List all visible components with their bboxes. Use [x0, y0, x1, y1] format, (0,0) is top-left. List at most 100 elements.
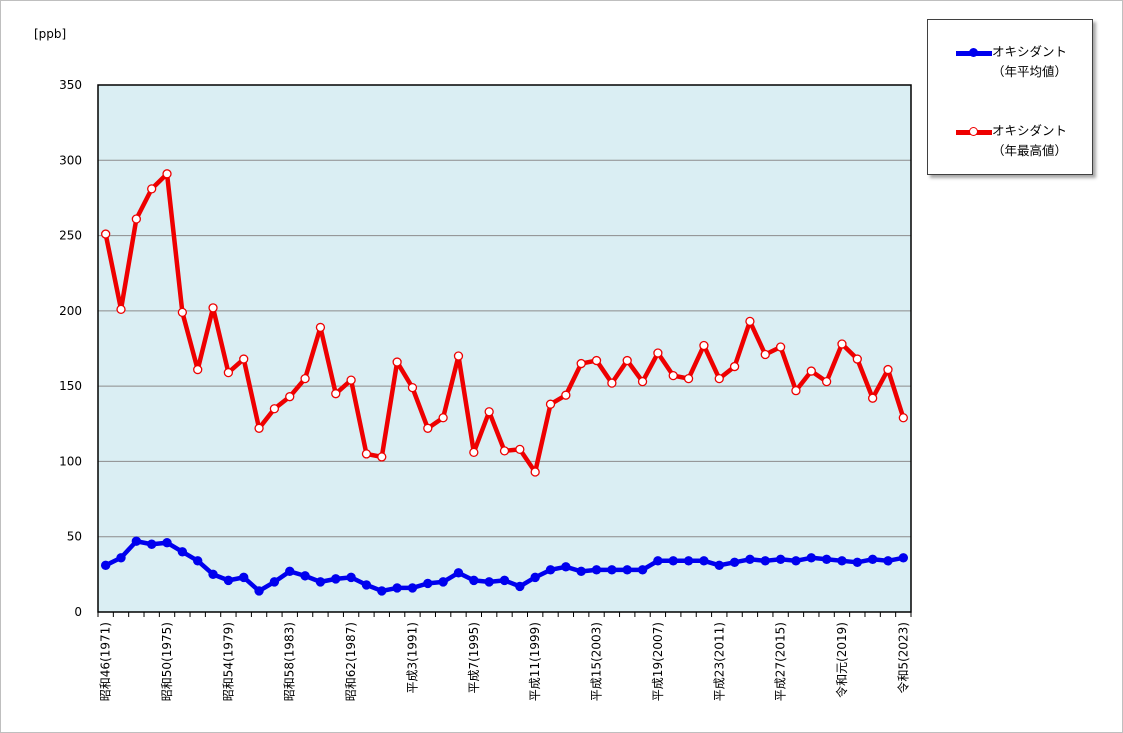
data-point-annual-average-1978 — [208, 569, 218, 580]
data-point-annual-average-1976 — [177, 547, 188, 557]
data-point-annual-max-1994 — [453, 351, 464, 361]
y-tick-label-300: 300 — [59, 153, 82, 167]
data-point-annual-average-1981 — [254, 586, 264, 596]
data-point-annual-max-1987 — [346, 375, 356, 385]
data-point-annual-average-1977 — [193, 556, 203, 566]
data-point-annual-average-1980 — [239, 572, 249, 583]
data-point-annual-average-1973 — [131, 536, 142, 546]
x-tick-label-1975: 昭和50(1975) — [160, 622, 174, 701]
data-point-annual-average-1992 — [423, 578, 433, 589]
data-point-annual-average-2009 — [683, 556, 694, 566]
data-point-annual-max-1978 — [208, 303, 218, 313]
data-point-annual-max-1980 — [239, 354, 249, 364]
data-point-annual-average-2006 — [637, 565, 648, 575]
data-point-annual-average-1971 — [100, 560, 111, 571]
data-point-annual-average-1983 — [285, 566, 295, 577]
data-point-annual-max-2023 — [898, 413, 908, 423]
data-point-annual-average-2013 — [745, 554, 755, 564]
x-tick-label-1995: 平成7(1995) — [467, 622, 481, 694]
data-point-annual-average-2018 — [821, 554, 832, 564]
data-point-annual-average-1982 — [269, 577, 280, 587]
data-point-annual-max-1996 — [484, 407, 494, 417]
data-point-annual-max-1999 — [530, 467, 540, 477]
x-tick-label-1987: 昭和62(1987) — [344, 622, 358, 701]
data-point-annual-average-2014 — [760, 556, 770, 566]
plot-border — [97, 84, 912, 613]
data-point-annual-max-1995 — [469, 447, 479, 458]
x-tick-label-2019: 令和元(2019) — [834, 622, 849, 698]
data-point-annual-average-1997 — [499, 575, 510, 586]
data-point-annual-average-2010 — [699, 556, 709, 566]
data-point-annual-average-2021 — [867, 554, 878, 564]
y-tick-label-0: 0 — [74, 605, 82, 619]
data-point-annual-max-2004 — [607, 378, 617, 388]
data-point-annual-max-1990 — [392, 357, 402, 367]
data-point-annual-average-2023 — [898, 553, 909, 563]
data-point-annual-max-2020 — [852, 354, 862, 364]
legend-label-annual-average-line2: （年平均値） — [992, 64, 1068, 79]
data-point-annual-average-1999 — [530, 572, 540, 583]
data-point-annual-average-2001 — [561, 562, 571, 572]
data-point-annual-max-2006 — [637, 376, 648, 387]
x-tick-label-1979: 昭和54(1979) — [221, 622, 235, 701]
data-point-annual-average-1991 — [407, 583, 418, 593]
y-tick-label-150: 150 — [59, 379, 82, 393]
data-point-annual-average-2002 — [576, 566, 586, 577]
data-point-annual-max-2002 — [576, 358, 586, 369]
y-tick-label-350: 350 — [59, 78, 82, 92]
data-point-annual-max-2005 — [622, 355, 632, 366]
data-point-annual-average-1995 — [469, 575, 479, 586]
data-point-annual-max-2000 — [545, 399, 556, 409]
data-point-annual-max-1991 — [407, 382, 418, 393]
plot-area — [98, 85, 911, 612]
legend-label-annual-max-line1: オキシダント — [992, 123, 1068, 138]
data-point-annual-max-2011 — [714, 373, 724, 384]
data-point-annual-max-1985 — [315, 322, 326, 333]
x-tick-label-2015: 平成27(2015) — [774, 622, 788, 701]
data-point-annual-max-2009 — [683, 373, 694, 384]
legend-marker-annual-max — [969, 127, 978, 136]
y-tick-label-250: 250 — [59, 229, 82, 243]
y-tick-label-200: 200 — [59, 304, 82, 318]
data-point-annual-average-2004 — [607, 565, 617, 575]
data-point-annual-max-1988 — [361, 449, 372, 459]
x-tick-label-1971: 昭和46(1971) — [99, 622, 113, 701]
x-tick-label-2011: 平成23(2011) — [712, 622, 726, 701]
data-point-annual-max-2017 — [806, 366, 816, 376]
data-point-annual-max-1982 — [269, 404, 280, 414]
data-point-annual-average-1988 — [361, 580, 372, 590]
data-point-annual-average-1985 — [315, 577, 326, 587]
y-tick-label-100: 100 — [59, 454, 82, 468]
data-point-annual-max-1974 — [147, 184, 157, 194]
data-point-annual-max-1976 — [177, 307, 188, 318]
legend: オキシダント （年平均値） オキシダント （年最高値） — [927, 19, 1093, 175]
data-point-annual-max-2019 — [837, 339, 847, 349]
data-point-annual-max-1993 — [438, 413, 448, 423]
data-point-annual-max-2016 — [791, 386, 801, 396]
data-point-annual-max-2013 — [745, 316, 755, 327]
data-point-annual-average-2005 — [622, 565, 632, 575]
data-point-annual-max-2015 — [775, 342, 786, 352]
data-point-annual-average-1994 — [453, 568, 464, 578]
data-point-annual-max-1998 — [515, 444, 525, 455]
data-point-annual-average-1974 — [146, 539, 157, 549]
data-point-annual-average-1979 — [223, 575, 234, 586]
x-tick-label-1999: 平成11(1999) — [528, 622, 542, 701]
data-point-annual-average-1996 — [484, 577, 494, 587]
data-point-annual-max-2014 — [760, 349, 770, 360]
data-point-annual-max-2022 — [883, 364, 893, 375]
data-point-annual-max-1989 — [377, 452, 387, 462]
data-point-annual-average-1972 — [116, 553, 126, 563]
data-point-annual-max-1977 — [193, 364, 203, 375]
data-point-annual-average-2016 — [791, 556, 801, 566]
legend-label-annual-max-line2: （年最高値） — [992, 143, 1068, 158]
data-point-annual-average-2020 — [852, 557, 863, 568]
data-point-annual-max-1973 — [131, 214, 141, 224]
data-point-annual-max-1984 — [300, 373, 310, 384]
data-point-annual-average-1984 — [300, 571, 310, 581]
data-point-annual-max-2003 — [591, 355, 602, 366]
data-point-annual-max-2012 — [729, 361, 740, 372]
x-tick-label-2007: 平成19(2007) — [651, 622, 665, 701]
data-point-annual-max-1979 — [223, 367, 234, 378]
data-point-annual-average-2019 — [837, 556, 847, 566]
